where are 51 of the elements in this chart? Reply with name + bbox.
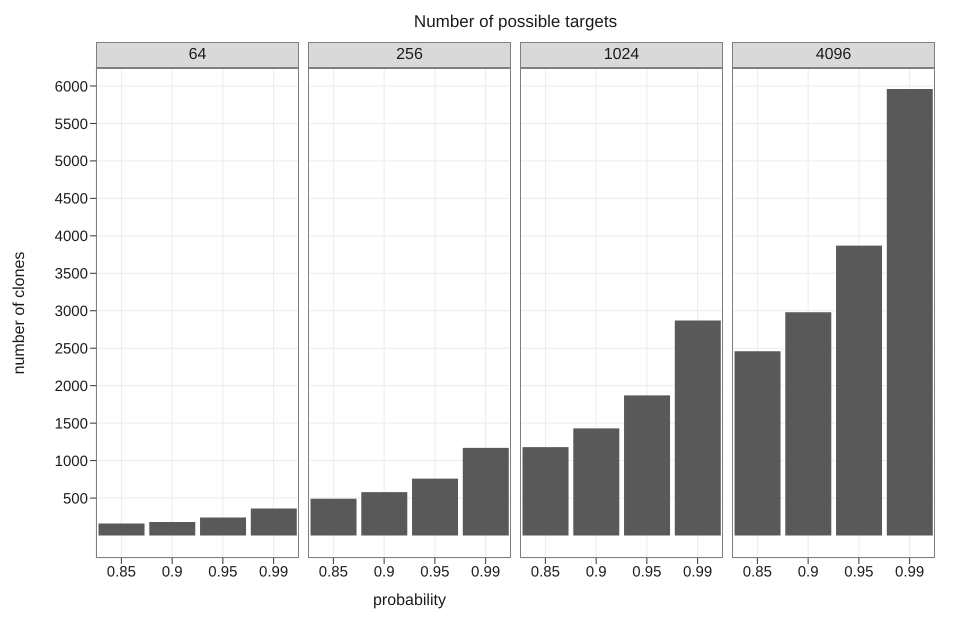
x-tick-label: 0.95 xyxy=(632,564,662,581)
bar xyxy=(310,498,357,536)
x-tick-label: 0.9 xyxy=(798,564,819,581)
x-tick-label: 0.9 xyxy=(586,564,607,581)
x-tick-label: 0.99 xyxy=(895,564,924,581)
x-tick-label: 0.99 xyxy=(471,564,500,581)
x-tick-label: 0.99 xyxy=(683,564,712,581)
y-tick-label: 5000 xyxy=(54,153,88,170)
x-tick-label: 0.85 xyxy=(318,564,348,581)
y-tick-label: 1000 xyxy=(54,452,88,470)
chart-title: 4096 xyxy=(732,42,935,68)
bar xyxy=(573,428,620,536)
x-tick-label: 0.9 xyxy=(374,564,395,581)
y-tick-label: 4000 xyxy=(54,228,88,246)
chart-title: 64 xyxy=(96,42,299,68)
bar xyxy=(361,492,408,536)
bar xyxy=(734,351,781,536)
y-tick-label: 500 xyxy=(62,490,88,508)
bar xyxy=(149,522,196,536)
x-tick-label: 0.95 xyxy=(208,564,238,581)
x-tick-label: 0.85 xyxy=(106,564,136,581)
y-axis-title: number of clones xyxy=(11,252,28,374)
bar xyxy=(785,312,832,536)
text: Number of possible targets xyxy=(412,12,618,32)
x-tick-label: 0.95 xyxy=(420,564,450,581)
y-tick-label: 5500 xyxy=(54,116,88,133)
bar xyxy=(624,395,670,536)
x-tick-label: 0.99 xyxy=(259,564,288,581)
bar xyxy=(412,478,458,536)
y-tick-label: 2000 xyxy=(54,378,88,395)
bar xyxy=(522,447,569,536)
bar xyxy=(200,518,246,536)
y-tick-label: 1500 xyxy=(54,415,88,432)
bar xyxy=(836,246,882,536)
x-axis-title: probability xyxy=(372,592,447,610)
bar xyxy=(98,524,145,536)
y-tick-label: 6000 xyxy=(54,78,88,96)
bar xyxy=(674,320,721,536)
x-tick-label: 0.95 xyxy=(844,564,874,581)
y-tick-label: 2500 xyxy=(54,340,88,358)
y-tick-label: 4500 xyxy=(54,190,88,208)
x-tick-label: 0.85 xyxy=(530,564,560,581)
bar xyxy=(462,448,509,536)
x-tick-label: 0.85 xyxy=(742,564,772,581)
chart-title: 256 xyxy=(308,42,511,68)
y-tick-label: 3500 xyxy=(54,266,88,283)
y-tick-label: 3000 xyxy=(54,303,88,320)
chart-title: 1024 xyxy=(520,42,723,68)
bar xyxy=(250,508,297,536)
bar xyxy=(886,88,933,536)
x-tick-label: 0.9 xyxy=(162,564,183,581)
